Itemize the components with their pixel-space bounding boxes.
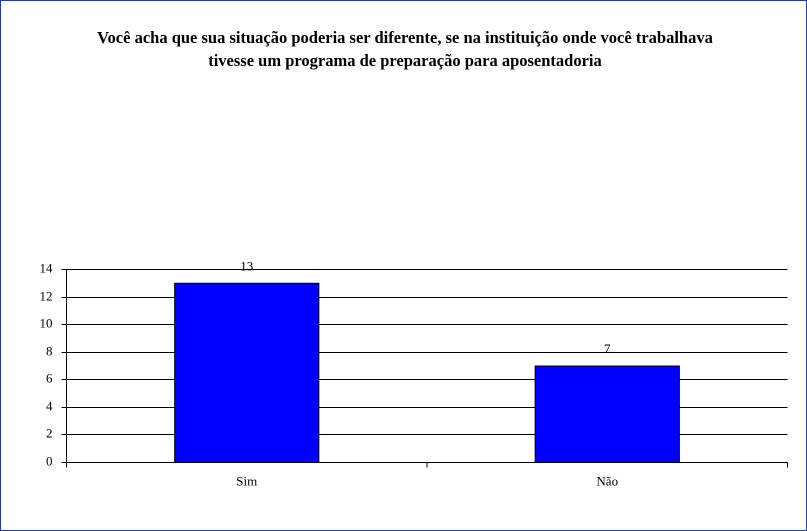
chart-title: Você acha que sua situação poderia ser d… <box>97 28 713 70</box>
bar <box>534 365 680 463</box>
y-tick-label: 8 <box>46 343 53 358</box>
x-tick-label: Não <box>596 473 618 488</box>
y-tick-label: 0 <box>46 453 53 468</box>
data-label: 7 <box>604 341 611 356</box>
y-tick-label: 10 <box>40 315 53 330</box>
data-label: 13 <box>240 258 253 273</box>
y-tick-label: 4 <box>46 398 53 413</box>
y-tick-label: 14 <box>40 260 54 275</box>
y-tick-label: 6 <box>46 370 53 385</box>
x-tick-label: Sim <box>236 473 257 488</box>
bar <box>174 282 320 463</box>
y-tick-label: 2 <box>46 425 53 440</box>
y-tick-label: 12 <box>40 288 53 303</box>
